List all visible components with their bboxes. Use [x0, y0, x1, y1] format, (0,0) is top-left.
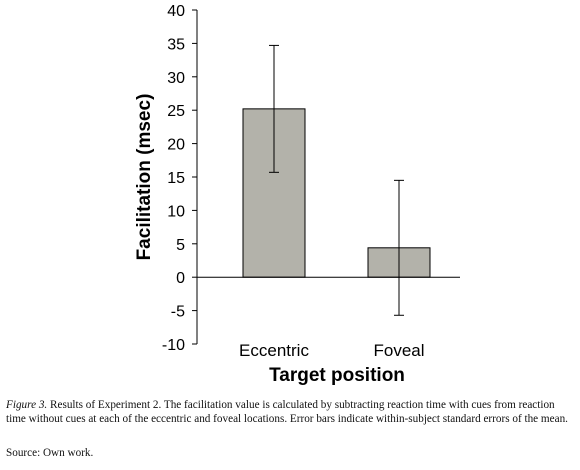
y-tick-label: 30 [167, 70, 185, 87]
y-tick-label: 40 [167, 3, 185, 20]
y-tick-label: 35 [167, 36, 185, 53]
caption-text: Results of Experiment 2. The facilitatio… [6, 399, 568, 425]
y-tick-label: 0 [176, 270, 185, 287]
y-tick-label: 10 [167, 203, 185, 220]
bars-group [242, 108, 431, 278]
y-tick-label: -5 [171, 304, 185, 321]
y-tick-label: 25 [167, 103, 185, 120]
error-bars-group [269, 44, 404, 316]
category-label-foveal: Foveal [373, 341, 424, 360]
x-axis-title: Target position [269, 365, 405, 386]
y-axis-ticks: -10 -5 0 5 10 15 20 25 30 35 40 [162, 3, 197, 354]
y-tick-label: 20 [167, 137, 185, 154]
y-tick-label: -10 [162, 337, 185, 354]
y-tick-label: 5 [176, 237, 185, 254]
y-tick-label: 15 [167, 170, 185, 187]
category-label-eccentric: Eccentric [239, 341, 309, 360]
figure-caption: Figure 3. Results of Experiment 2. The f… [6, 399, 576, 426]
figure-label: Figure 3. [6, 399, 48, 411]
y-axis-title: Facilitation (msec) [134, 94, 155, 261]
bar-chart: -10 -5 0 5 10 15 20 25 30 35 40 Eccentric Foveal Fa… [134, 3, 460, 386]
source-note: Source: Own work. [6, 447, 94, 459]
category-labels-group: Eccentric Foveal [239, 341, 424, 360]
